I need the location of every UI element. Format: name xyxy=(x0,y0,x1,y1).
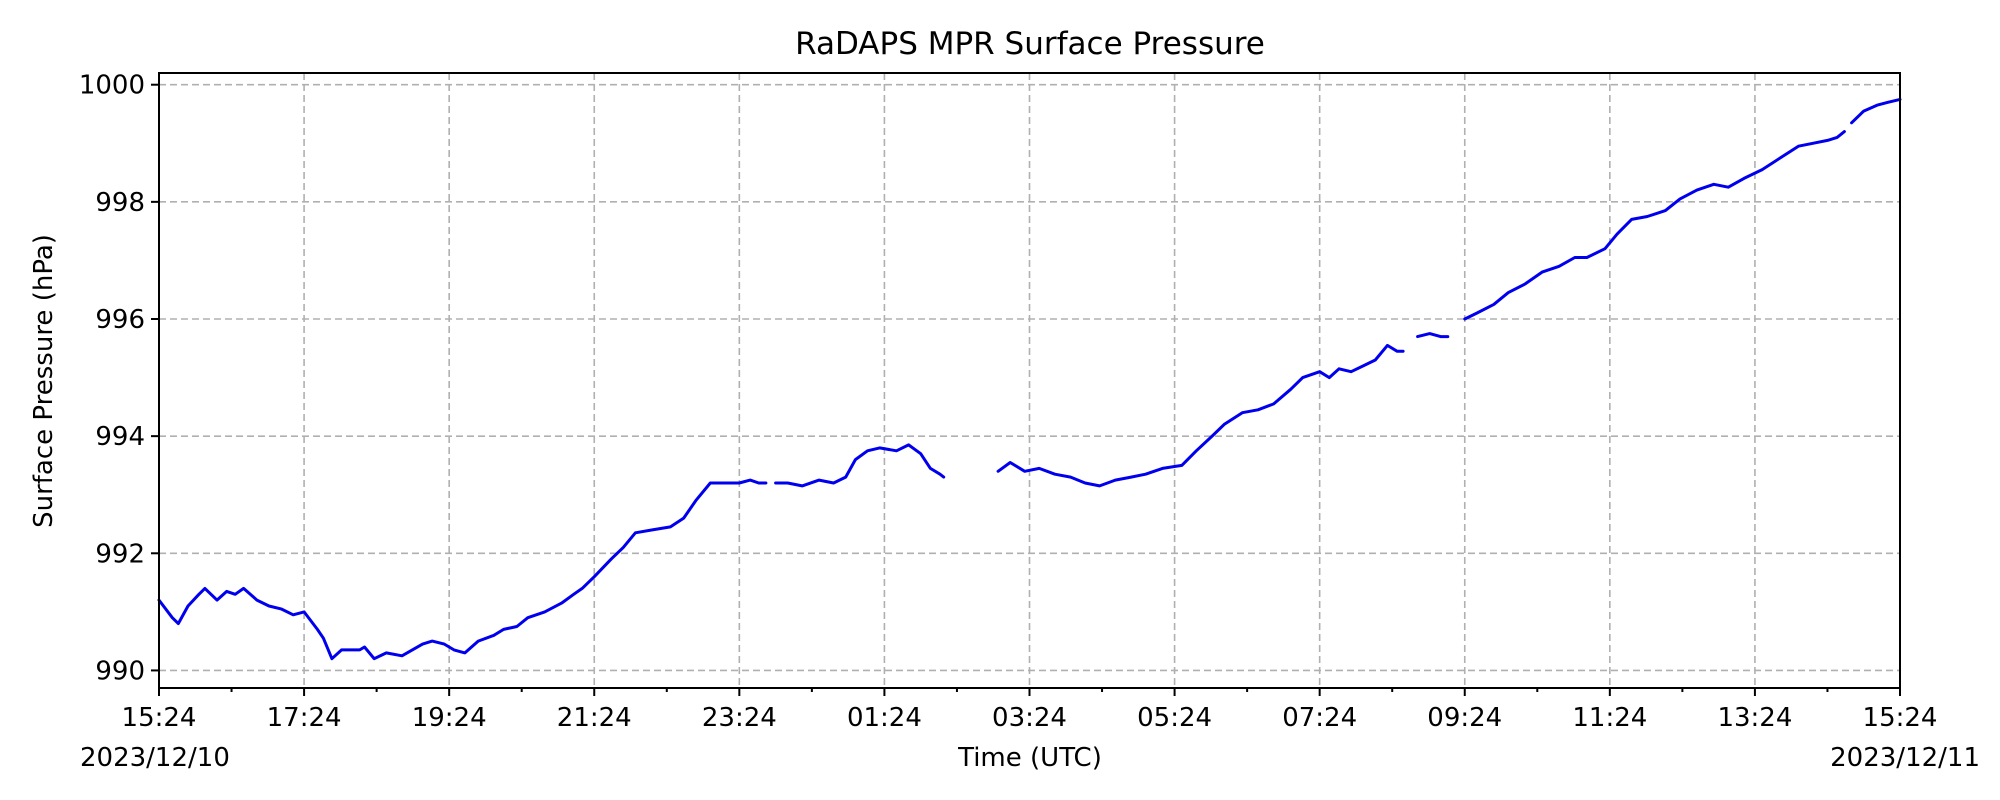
x-tick-label: 13:24 xyxy=(1717,703,1792,733)
x-date-start: 2023/12/10 xyxy=(80,743,230,773)
series-line-segment xyxy=(774,443,946,488)
series-line-segment xyxy=(157,478,768,661)
x-tick-label: 21:24 xyxy=(557,703,632,733)
x-tick-label: 07:24 xyxy=(1282,703,1357,733)
y-axis-label: Surface Pressure (hPa) xyxy=(29,234,59,528)
series-line-segment xyxy=(996,343,1405,488)
chart-title: RaDAPS MPR Surface Pressure xyxy=(795,26,1265,62)
x-tick-label: 01:24 xyxy=(847,703,922,733)
series-line-segment xyxy=(1463,130,1846,321)
x-date-end: 2023/12/11 xyxy=(1830,743,1980,773)
y-tick-label: 1000 xyxy=(79,71,145,101)
grid xyxy=(159,73,1900,688)
x-tick-label: 23:24 xyxy=(702,703,777,733)
y-tick-label: 994 xyxy=(95,422,145,452)
x-tick-label: 05:24 xyxy=(1137,703,1212,733)
x-tick-label: 19:24 xyxy=(412,703,487,733)
x-axis-label: Time (UTC) xyxy=(957,743,1102,773)
series xyxy=(157,97,1902,661)
y-tick-label: 996 xyxy=(95,305,145,335)
x-tick-label: 09:24 xyxy=(1427,703,1502,733)
x-tick-label: 17:24 xyxy=(267,703,342,733)
x-tick-label: 03:24 xyxy=(992,703,1067,733)
series-line-segment xyxy=(1850,97,1902,125)
y-tick-label: 992 xyxy=(95,539,145,569)
x-tick-label: 15:24 xyxy=(1863,703,1938,733)
x-tick-label: 11:24 xyxy=(1572,703,1647,733)
x-tick-label: 15:24 xyxy=(122,703,197,733)
y-tick-label: 998 xyxy=(95,188,145,218)
axis-ticks: 15:24 17:24 19:24 21:24 23:24 01:24 03:24 05:24… xyxy=(79,71,1938,733)
y-tick-label: 990 xyxy=(95,656,145,686)
series-line-segment xyxy=(1416,332,1450,339)
plot-frame xyxy=(158,72,1901,689)
